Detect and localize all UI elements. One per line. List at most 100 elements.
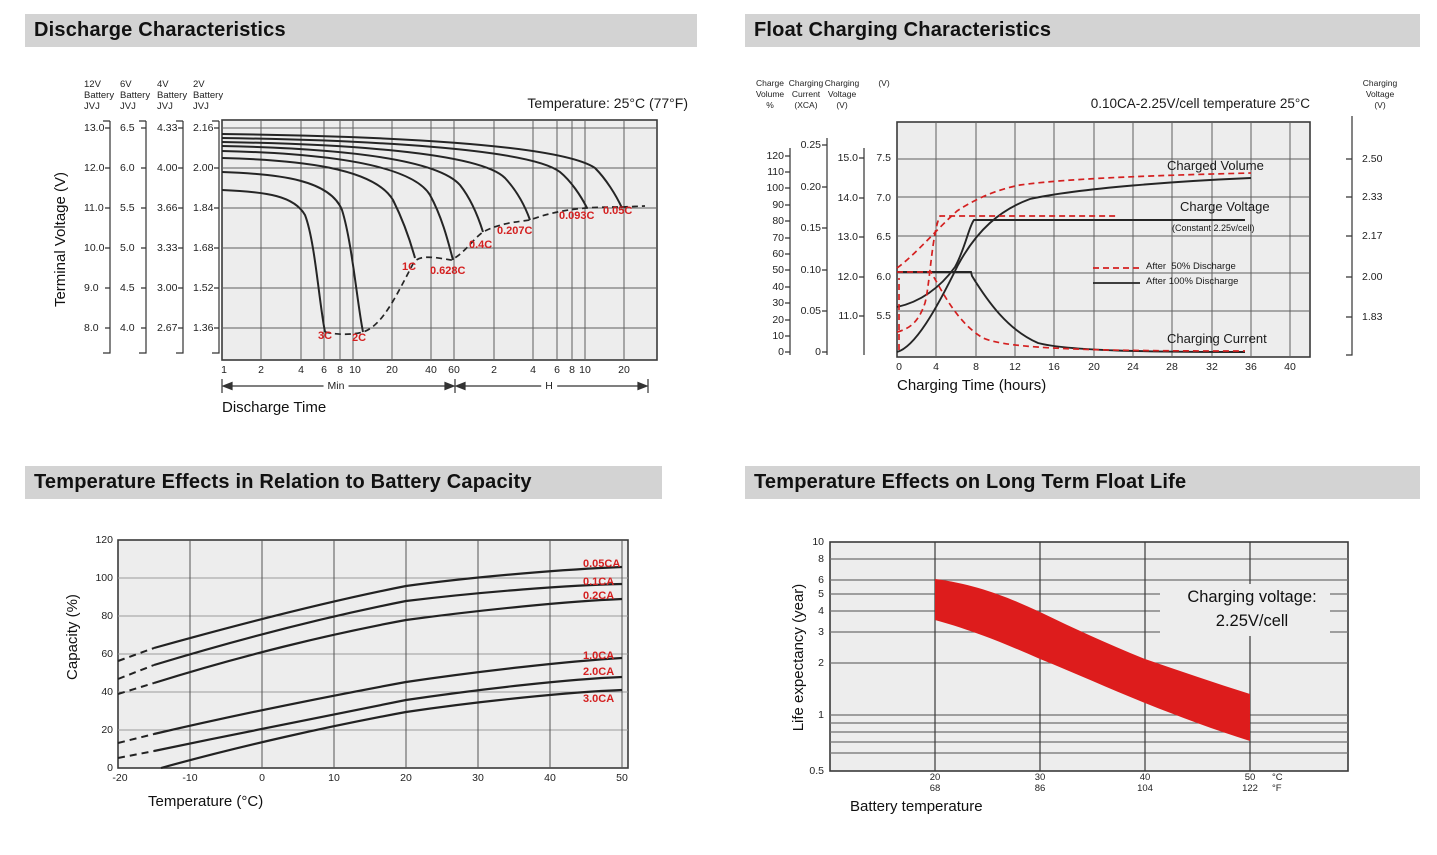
x-tick: 0 <box>896 361 902 373</box>
y-tick: 1 <box>818 709 824 721</box>
v-tick: 15.0 <box>837 152 858 164</box>
x-tick-f: 104 <box>1137 783 1153 794</box>
annotation-line-1: Charging voltage: <box>1187 588 1317 606</box>
y-tick: 2 <box>818 657 824 669</box>
y-tick: 4.5 <box>120 282 135 294</box>
unit-fahrenheit: °F <box>1272 783 1282 794</box>
y-tick: 4.0 <box>120 322 135 334</box>
v-tick: 11.0 <box>838 310 858 322</box>
x-tick-c: 20 <box>929 772 941 783</box>
y-tick: 8.0 <box>84 322 99 334</box>
y-tick: 6.0 <box>120 162 135 174</box>
scale-header-4v: 4V Battery JVJ <box>157 79 188 112</box>
vcell-tick: 1.83 <box>1362 311 1383 323</box>
float-life-plot <box>829 541 1349 772</box>
discharge-plot <box>103 119 658 393</box>
pct-tick: 120 <box>766 150 784 162</box>
curve-label-10ca: 1.0CA <box>583 650 615 662</box>
xca-tick: 0.15 <box>800 222 821 234</box>
pct-tick: 30 <box>772 297 784 309</box>
curve-label-04c: 0.4C <box>469 239 493 251</box>
discharge-curve-2c <box>221 171 364 333</box>
curve-label-0207c: 0.207C <box>497 225 533 237</box>
pct-tick: 0 <box>778 346 784 358</box>
unit-h-label: H <box>541 380 557 392</box>
x-tick: 6 <box>554 364 560 376</box>
y-tick: 60 <box>101 648 113 660</box>
capacity-curve-20ca <box>153 675 623 753</box>
x-tick: 2 <box>258 364 264 376</box>
discharge-curve-04c <box>221 145 484 233</box>
x-tick: 1 <box>221 364 227 376</box>
scale-header-charge-volume: Charge Volume% <box>755 78 785 110</box>
y-tick: 0 <box>107 762 113 774</box>
y-tick: 20 <box>101 724 113 736</box>
x-tick: 50 <box>616 772 628 784</box>
float-right-scale-ruler <box>1346 116 1353 356</box>
x-tick: 20 <box>1088 361 1100 373</box>
curve-label-02ca: 0.2CA <box>583 590 615 602</box>
capacity-x-axis-label: Temperature (°C) <box>148 793 264 810</box>
vcell-tick: 2.17 <box>1362 230 1383 242</box>
scale-header-v2: (V) <box>878 78 890 88</box>
float-charging-title: Float Charging Characteristics <box>745 14 1420 47</box>
y-tick: 9.0 <box>84 282 99 294</box>
y-tick: 1.84 <box>193 202 214 214</box>
discharge-x-axis-label: Discharge Time <box>222 399 327 416</box>
pct-tick: 60 <box>772 248 784 260</box>
v-tick: 14.0 <box>837 192 858 204</box>
discharge-endpoint-dashed-curve <box>324 205 646 336</box>
x-tick: 16 <box>1048 361 1060 373</box>
x-tick: 40 <box>544 772 556 784</box>
x-tick-f: 86 <box>1034 783 1046 794</box>
capacity-title: Temperature Effects in Relation to Batte… <box>25 466 662 499</box>
x-tick: 8 <box>337 364 343 376</box>
float-x-axis-label: Charging Time (hours) <box>897 377 1047 394</box>
x-tick: 4 <box>298 364 304 376</box>
pct-tick: 20 <box>772 314 784 326</box>
pct-tick: 110 <box>767 166 784 178</box>
x-tick: 0 <box>259 772 265 784</box>
y-tick: 80 <box>101 610 113 622</box>
charge-voltage-label: Charge Voltage <box>1180 199 1270 214</box>
v2-tick: 6.5 <box>876 231 891 243</box>
y-tick: 0.5 <box>809 765 824 777</box>
pct-tick: 10 <box>772 330 784 342</box>
x-tick-f: 68 <box>929 783 941 794</box>
discharge-curve-1c <box>221 157 416 259</box>
x-tick: 4 <box>530 364 536 376</box>
pct-tick: 90 <box>772 199 784 211</box>
y-tick: 4 <box>818 605 824 617</box>
x-tick: 40 <box>1284 361 1296 373</box>
y-tick: 1.68 <box>193 242 214 254</box>
curve-label-30ca: 3.0CA <box>583 693 615 705</box>
y-tick: 120 <box>95 534 113 546</box>
charge-voltage-100-curve <box>896 219 1245 308</box>
float-left-scale-rulers <box>785 138 865 355</box>
y-tick: 6.5 <box>120 122 135 134</box>
y-tick: 3.66 <box>157 202 178 214</box>
x-tick: 12 <box>1009 361 1021 373</box>
x-tick-c: 50 <box>1244 772 1256 783</box>
x-tick: 30 <box>472 772 484 784</box>
x-tick: 6 <box>321 364 327 376</box>
y-tick: 3 <box>818 626 824 638</box>
y-tick: 2.67 <box>157 322 178 334</box>
y-tick: 10 <box>812 536 824 548</box>
x-tick: 20 <box>618 364 630 376</box>
y-tick: 10.0 <box>84 242 105 254</box>
y-tick: 5.5 <box>120 202 135 214</box>
discharge-curve-0093c <box>221 137 588 209</box>
y-tick: 1.52 <box>193 282 214 294</box>
time-unit-arrows <box>221 379 649 393</box>
discharge-title: Discharge Characteristics <box>25 14 697 47</box>
y-tick: 4.33 <box>157 122 178 134</box>
xca-tick: 0.10 <box>800 264 821 276</box>
scale-header-6v: 6V Battery JVJ <box>120 79 151 112</box>
v2-tick: 7.5 <box>876 152 891 164</box>
v-tick: 13.0 <box>837 231 858 243</box>
capacity-plot <box>117 539 629 770</box>
vcell-tick: 2.00 <box>1362 271 1383 283</box>
curve-label-2c: 2C <box>352 332 367 344</box>
